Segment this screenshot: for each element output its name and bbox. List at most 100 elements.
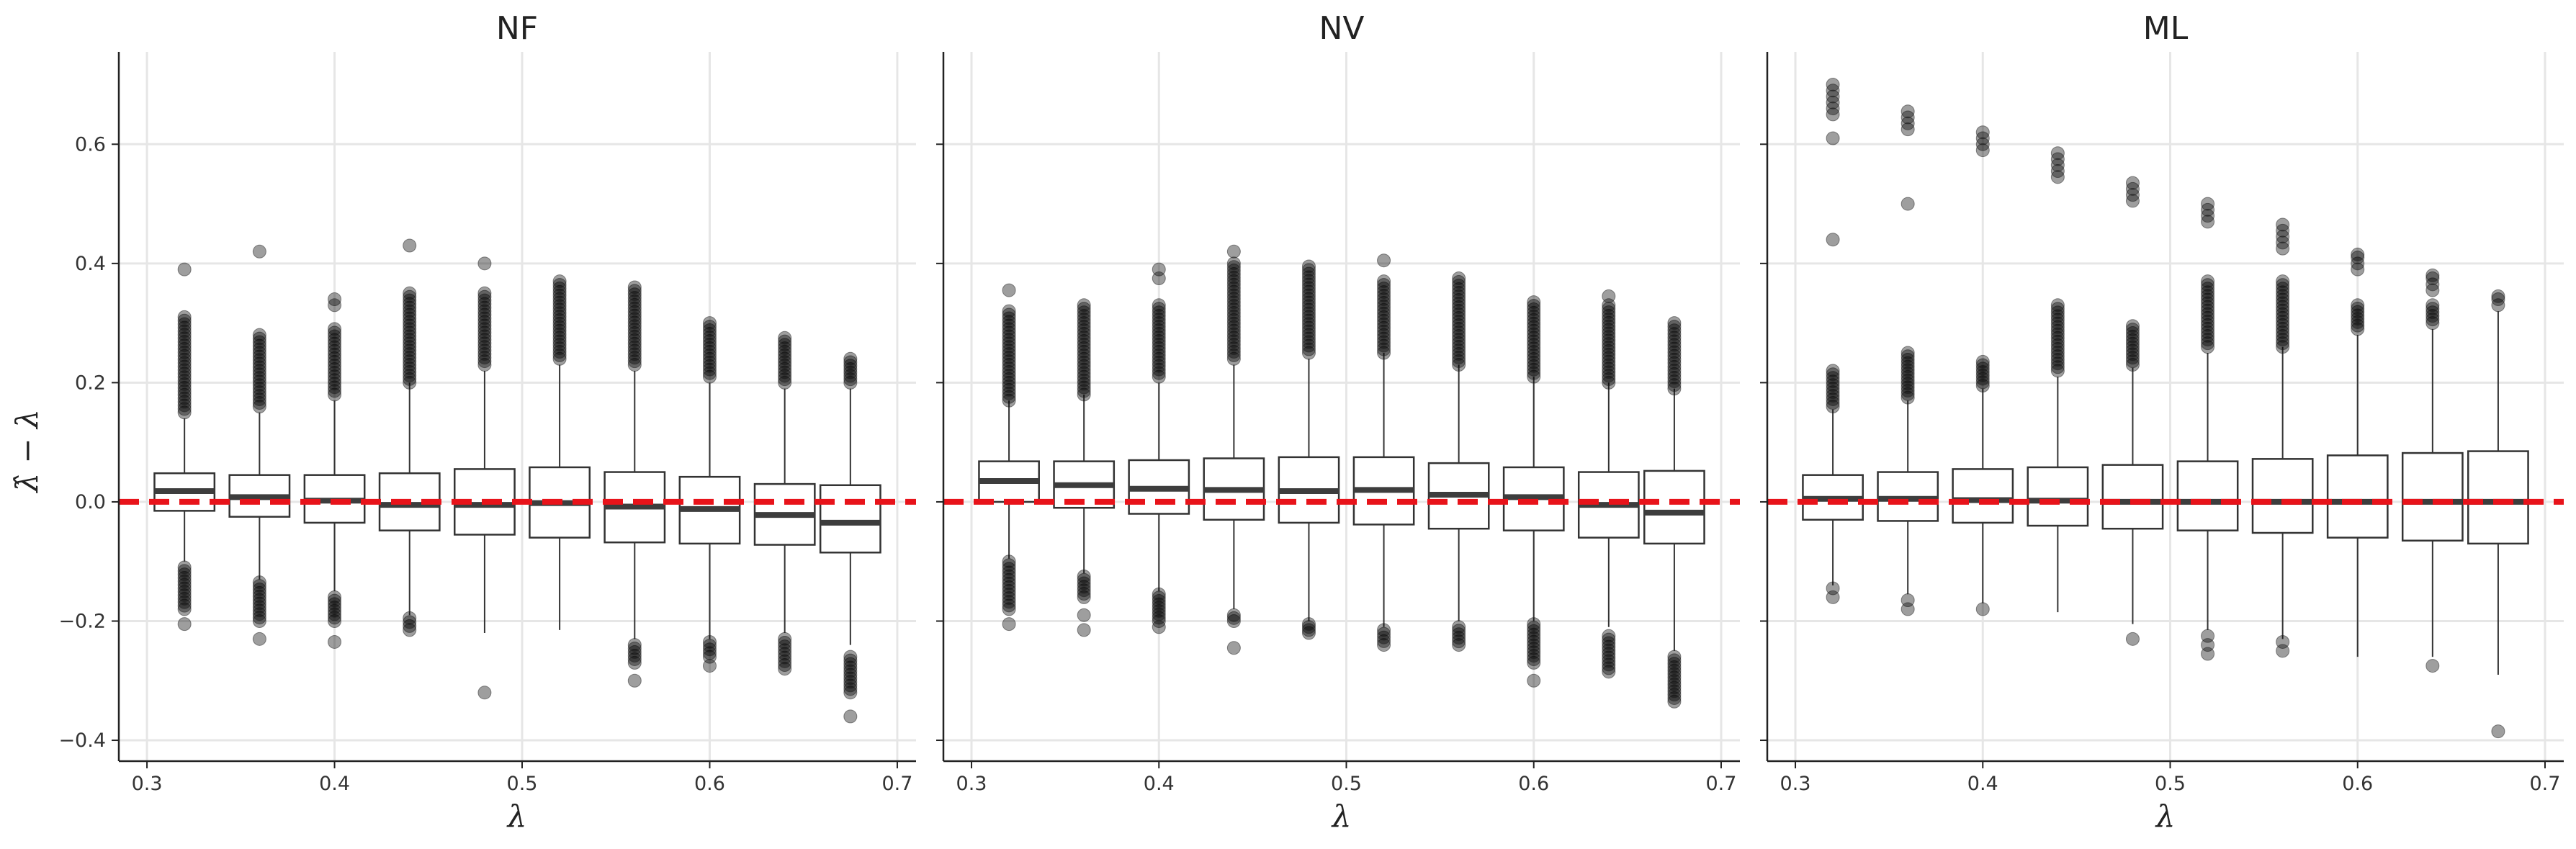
outlier-point <box>1077 369 1091 384</box>
outlier-point <box>1301 338 1316 353</box>
panel-title-ml: ML <box>2143 10 2189 47</box>
outlier-point <box>1602 302 1616 316</box>
outlier-point <box>1152 344 1166 359</box>
outlier-point <box>1527 309 1541 323</box>
outlier-point <box>252 374 266 389</box>
outlier-point <box>1002 372 1016 386</box>
outlier-point <box>2276 285 2290 300</box>
outlier-point <box>552 302 567 317</box>
outlier-point <box>252 396 266 410</box>
outlier-point <box>1527 366 1541 380</box>
outlier-point <box>843 678 858 693</box>
outlier-point <box>2201 333 2215 347</box>
outlier-point <box>1226 306 1241 320</box>
outlier-point <box>1900 380 1915 395</box>
box <box>2467 450 2529 545</box>
outlier-point <box>1527 369 1541 384</box>
outlier-point <box>1301 266 1316 281</box>
outlier-point <box>1002 588 1016 602</box>
outlier-point <box>1377 634 1391 648</box>
outlier-point <box>1226 313 1241 327</box>
outlier-point <box>702 337 717 351</box>
outlier-point <box>1975 131 1990 145</box>
outlier-point <box>403 336 417 351</box>
outlier-point <box>177 384 192 398</box>
outlier-point <box>1667 374 1682 389</box>
outlier-point <box>252 331 266 346</box>
y-tick-label: −0.2 <box>58 610 106 632</box>
outlier-point <box>627 655 642 670</box>
outlier-point <box>1452 311 1466 325</box>
outlier-point <box>1602 639 1616 654</box>
outlier-point <box>1077 316 1091 331</box>
outlier-point <box>403 325 417 340</box>
outlier-point <box>177 585 192 599</box>
outlier-point <box>1002 572 1016 587</box>
outlier-point <box>1226 348 1241 362</box>
outlier-point <box>1602 333 1616 348</box>
outlier-point <box>1452 325 1466 340</box>
outlier-point <box>1826 378 1840 392</box>
outlier-point <box>477 686 492 700</box>
outlier-point <box>1826 95 1840 109</box>
outlier-point <box>552 288 567 302</box>
outlier-point <box>177 395 192 409</box>
outlier-point <box>2276 303 2290 318</box>
outlier-point <box>1002 591 1016 606</box>
outlier-point <box>403 340 417 354</box>
outlier-point <box>2276 289 2290 303</box>
outlier-point <box>778 331 792 345</box>
outlier-point <box>552 331 567 345</box>
outlier-point <box>2050 305 2065 320</box>
outlier-point <box>1002 554 1016 569</box>
outlier-point <box>1975 354 1990 369</box>
outlier-point <box>1301 263 1316 277</box>
outlier-point <box>1900 356 1915 370</box>
outlier-point <box>1527 349 1541 363</box>
outlier-point <box>252 385 266 400</box>
outlier-point <box>1602 375 1616 390</box>
outlier-point <box>2201 321 2215 336</box>
outlier-point <box>1226 341 1241 356</box>
outlier-point <box>1527 642 1541 656</box>
outlier-point <box>252 585 266 600</box>
outlier-point <box>702 323 717 338</box>
outlier-point <box>843 355 858 369</box>
outlier-point <box>843 686 858 700</box>
outlier-point <box>328 340 342 354</box>
outlier-point <box>627 280 642 295</box>
outlier-point <box>1527 316 1541 331</box>
outlier-point <box>252 371 266 385</box>
outlier-point <box>177 341 192 356</box>
x-tick-label: 0.4 <box>1144 773 1175 795</box>
outlier-point <box>2201 300 2215 314</box>
outlier-point <box>702 355 717 369</box>
outlier-point <box>2050 327 2065 341</box>
x-axis-label-nv: λ <box>1331 799 1352 834</box>
panel-ml: ML 0.3 0.4 0.5 0.6 0.7 λ <box>1760 10 2564 834</box>
outlier-point <box>1452 354 1466 369</box>
outlier-point <box>477 318 492 333</box>
outlier-point <box>2276 307 2290 321</box>
outlier-point <box>477 343 492 358</box>
outlier-point <box>2491 724 2505 739</box>
outlier-point <box>1602 643 1616 657</box>
outlier-point <box>1077 623 1091 637</box>
x-tick-label: 0.6 <box>694 773 725 795</box>
outlier-point <box>2351 302 2365 316</box>
outlier-point <box>843 709 858 724</box>
outlier-point <box>1002 329 1016 343</box>
outlier-point <box>1301 324 1316 338</box>
outlier-point <box>1452 620 1466 634</box>
outlier-point <box>2276 241 2290 256</box>
outlier-point <box>1226 641 1241 655</box>
outlier-point <box>1826 233 1840 247</box>
outlier-point <box>1602 305 1616 320</box>
outlier-point <box>252 575 266 590</box>
outlier-point <box>1452 631 1466 645</box>
outlier-point <box>552 310 567 324</box>
outlier-point <box>552 351 567 366</box>
outlier-point <box>1077 569 1091 583</box>
outlier-point <box>2201 336 2215 351</box>
